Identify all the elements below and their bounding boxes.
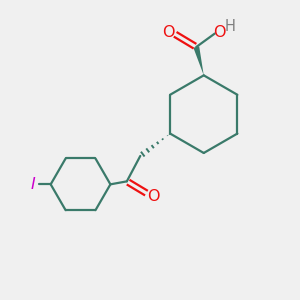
- Text: O: O: [162, 25, 175, 40]
- Polygon shape: [194, 46, 204, 75]
- Text: O: O: [147, 189, 159, 204]
- Text: I: I: [30, 177, 35, 192]
- Text: O: O: [214, 26, 226, 40]
- Text: H: H: [225, 20, 236, 34]
